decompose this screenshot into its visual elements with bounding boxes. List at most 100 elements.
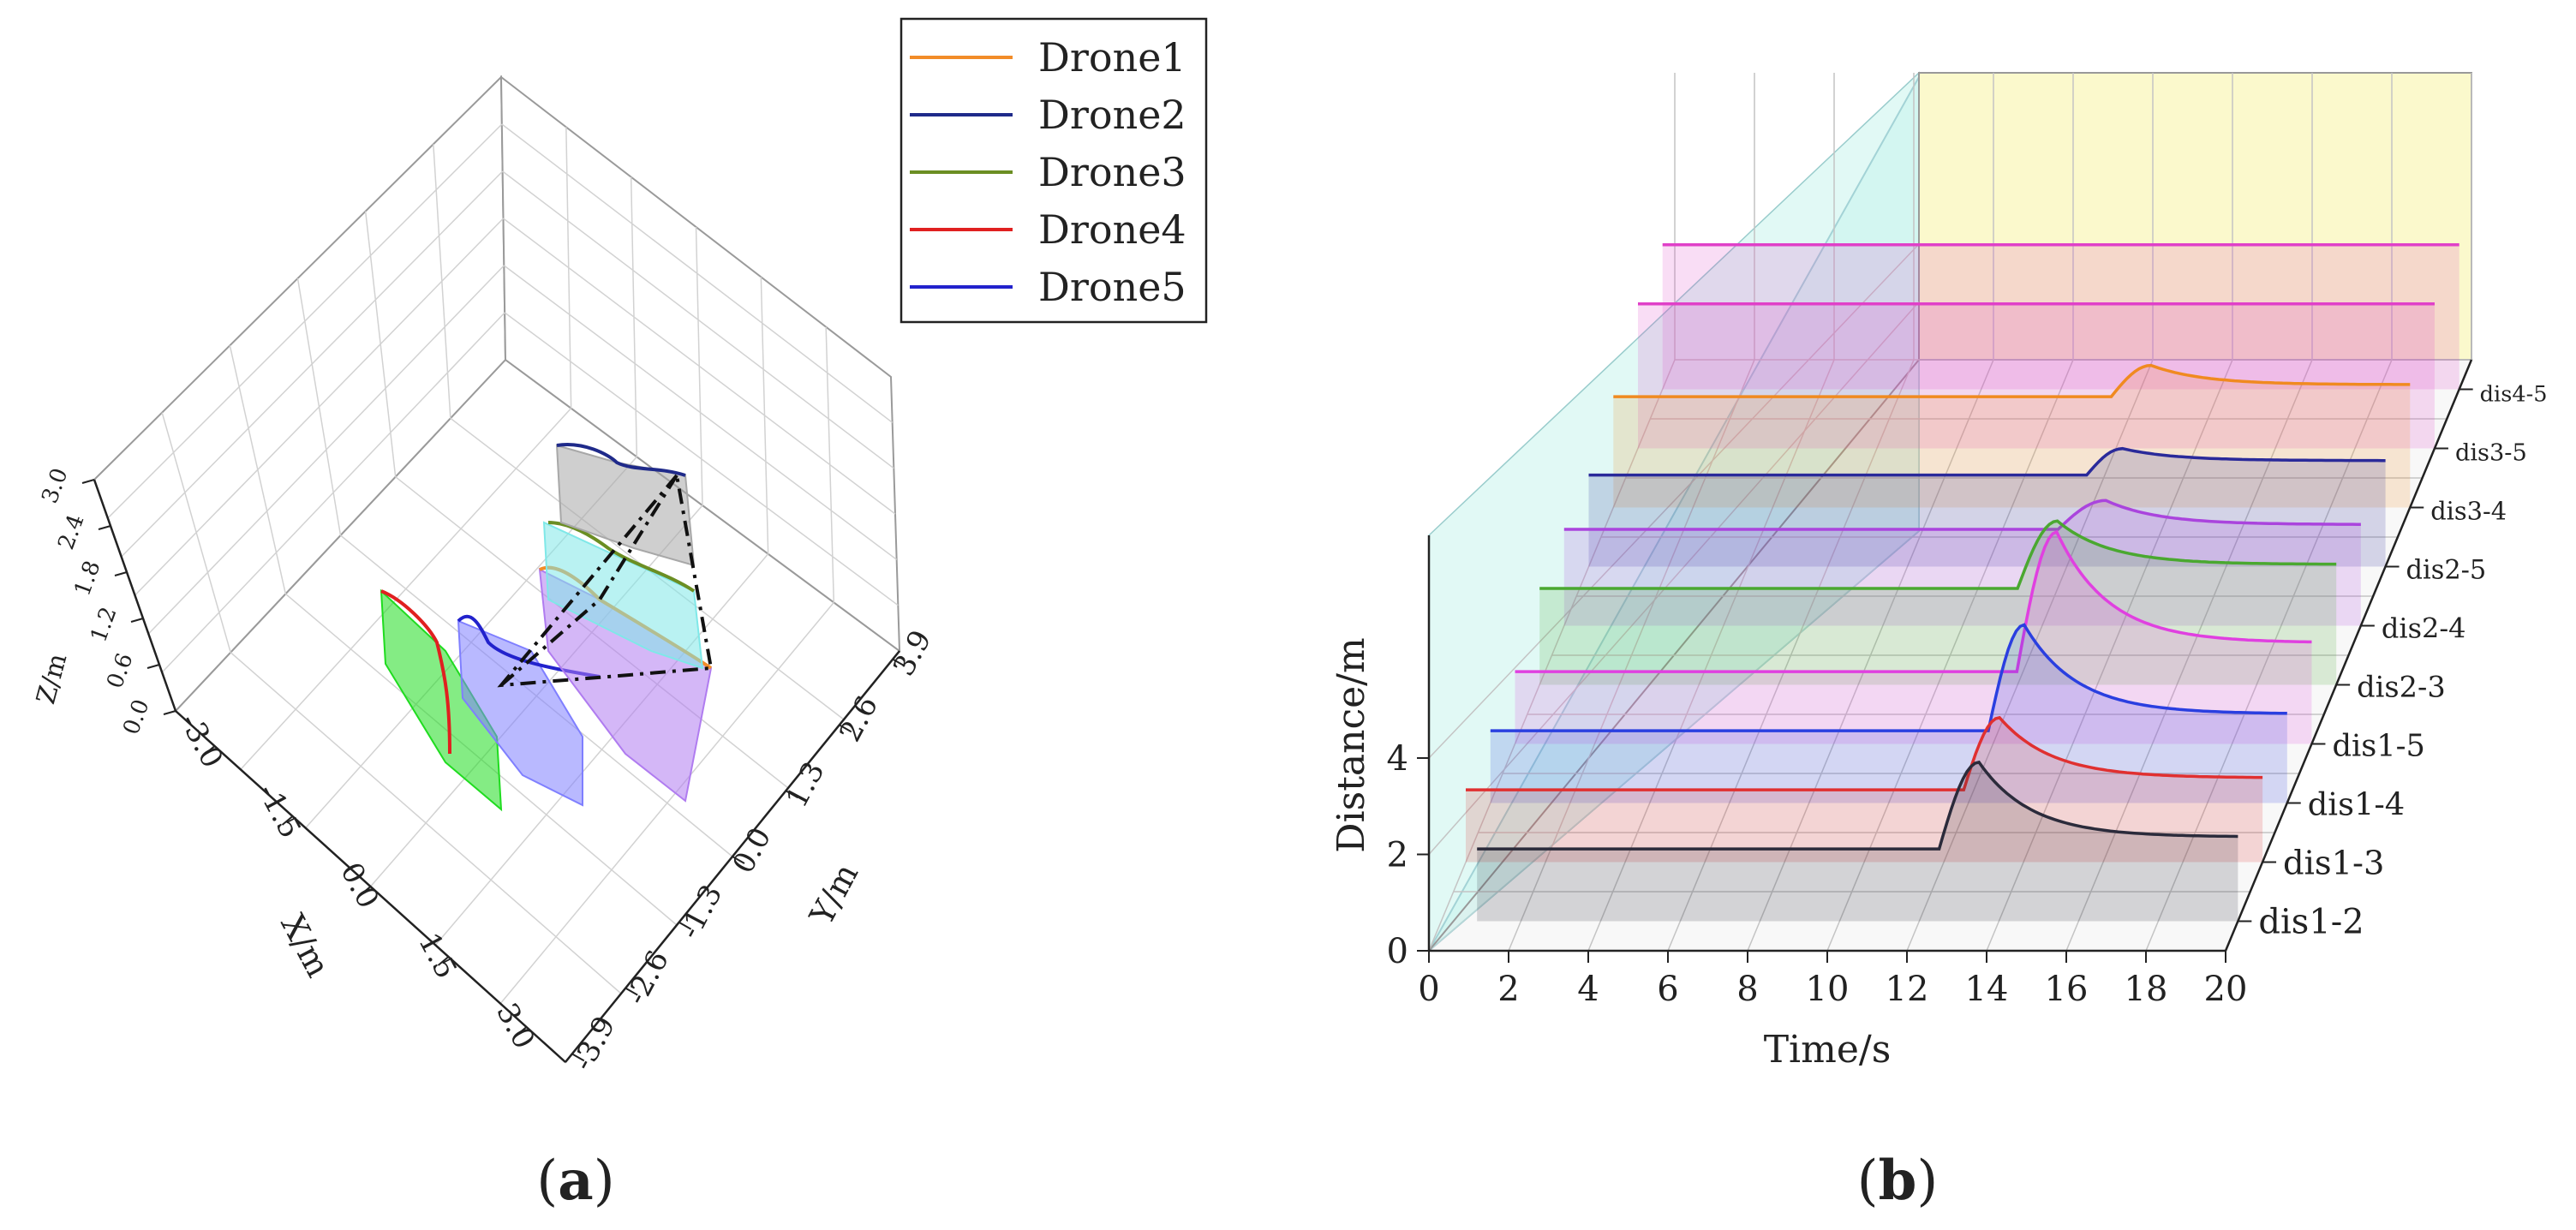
z-tick-mark (98, 525, 111, 530)
series-tick-label: dis3-4 (2430, 497, 2507, 526)
trajectory-curtain (380, 588, 503, 812)
trajectory-curtain (542, 521, 704, 670)
y-axis-line (565, 650, 900, 1063)
x-tick-mark (437, 956, 450, 966)
series-axis-line (2224, 359, 2473, 952)
z-tick-label: 0.6 (102, 650, 138, 692)
formation-link (497, 474, 714, 688)
series-axis-ticks: dis1-2 dis1-3 dis1-4 dis1-5 dis2-3 dis2-4 dis2… (2238, 382, 2548, 942)
trajectory-line (556, 443, 686, 477)
time-tick-label: 18 (2125, 970, 2168, 1009)
z-tick-mark (81, 479, 95, 484)
legend-label: Drone2 (1038, 92, 1186, 138)
z-tick-mark (114, 571, 128, 576)
series-tick-label: dis1-3 (2283, 845, 2384, 883)
series-tick-label: dis3-5 (2455, 440, 2527, 467)
grid-line (1428, 243, 1920, 759)
series-tick-label: dis2-5 (2406, 556, 2487, 586)
series-line (1466, 715, 2263, 791)
time-axis-ticks: 0 2 4 6 8 10 12 14 16 18 20 (1418, 951, 2247, 1009)
series-curtain (1477, 761, 2238, 922)
y-tick-mark (625, 987, 638, 996)
distance-tick-label: 0 (1387, 932, 1408, 971)
series-line (1515, 529, 2312, 673)
series-tick-label: dis4-5 (2480, 382, 2548, 408)
series-curtain (1662, 244, 2459, 390)
z-tick-label: 0.0 (118, 696, 154, 738)
legend: Drone1 Drone2 Drone3 Drone4 Drone5 (900, 17, 1208, 324)
z-axis-label: Z/m (31, 650, 73, 707)
time-tick-label: 12 (1886, 970, 1929, 1009)
trajectory-line (457, 614, 601, 678)
y-tick-mark (785, 790, 798, 799)
time-axis-label: Time/s (1764, 1028, 1892, 1072)
y-tick-mark (839, 724, 852, 733)
time-tick-label: 2 (1497, 970, 1519, 1009)
time-tick-label: 4 (1577, 970, 1599, 1009)
x-tick-mark (359, 886, 372, 896)
y-tick-mark (678, 921, 692, 930)
legend-label: Drone1 (1038, 34, 1186, 81)
series-tick-label: dis1-2 (2258, 903, 2364, 942)
time-tick-label: 6 (1657, 970, 1678, 1009)
panel-a-label: (a) (536, 1149, 614, 1213)
trajectory-line (380, 589, 451, 755)
series-line (1539, 519, 2337, 590)
grid-line (825, 326, 835, 603)
x-axis-line (175, 710, 566, 1063)
y-tick-mark (732, 856, 745, 864)
time-tick-label: 14 (1965, 970, 2009, 1009)
series-curtain (1613, 365, 2411, 508)
y-axis-label: Y/m (802, 857, 865, 932)
series-curtain (1515, 532, 2312, 744)
series-line (1490, 623, 2287, 732)
series-curtain (1539, 521, 2337, 685)
series-line (1477, 760, 2238, 851)
panel-b-label: (b) (1857, 1149, 1939, 1213)
x-tick-mark (203, 745, 216, 755)
y-tick-mark (571, 1053, 585, 1062)
legend-label: Drone3 (1038, 149, 1186, 195)
distance-tick-label: 4 (1387, 739, 1408, 779)
formation-link (499, 474, 678, 687)
time-tick-label: 16 (2045, 970, 2089, 1009)
z-tick-label: 3.0 (37, 465, 73, 507)
panel-a-curtains (380, 443, 713, 812)
z-tick-mark (130, 618, 144, 623)
distance-axis-ticks: 0 2 4 (1387, 739, 1429, 971)
series-tick-label: dis1-4 (2308, 786, 2405, 823)
panel-b-grid (1428, 73, 2472, 952)
distance-axis-label: Distance/m (1330, 637, 1373, 852)
time-tick-label: 20 (2204, 970, 2248, 1009)
time-tick-label: 10 (1806, 970, 1850, 1009)
formation-links (497, 474, 714, 688)
grid-line (433, 144, 451, 419)
x-tick-mark (515, 1026, 528, 1036)
panel-a-chart: 3.02.41.81.20.60.0 -3.0-1.50.01.53.0 3.9… (31, 17, 1208, 1213)
panel-b-chart: 0 2 4 6 8 10 12 14 16 18 20 0 2 4 dis1-2 dis1-3 dis1-4… (1330, 71, 2548, 1213)
x-tick-mark (281, 815, 294, 826)
z-tick-mark (146, 664, 160, 669)
y-tick-mark (892, 658, 905, 667)
z-tick-label: 2.4 (53, 511, 89, 553)
legend-label: Drone4 (1038, 206, 1186, 253)
series-curtain (1638, 303, 2435, 449)
legend-label: Drone5 (1038, 264, 1186, 310)
time-tick-label: 0 (1418, 970, 1439, 1009)
distance-tick-label: 2 (1387, 836, 1408, 875)
grid-line (1428, 302, 1920, 855)
z-tick-label: 1.8 (69, 558, 105, 600)
series-tick-label: dis1-5 (2332, 729, 2425, 764)
time-tick-label: 8 (1736, 970, 1758, 1009)
series-tick-label: dis2-4 (2382, 612, 2466, 645)
series-tick-label: dis2-3 (2357, 671, 2446, 704)
x-axis-label: X/m (273, 908, 337, 983)
series-line (1563, 499, 2361, 531)
panel-b-series (1466, 243, 2459, 922)
series-curtain (1588, 448, 2386, 567)
z-axis-line (93, 479, 177, 712)
series-curtain (1490, 624, 2287, 803)
series-curtain (1563, 500, 2361, 626)
z-tick-label: 1.2 (86, 604, 122, 646)
